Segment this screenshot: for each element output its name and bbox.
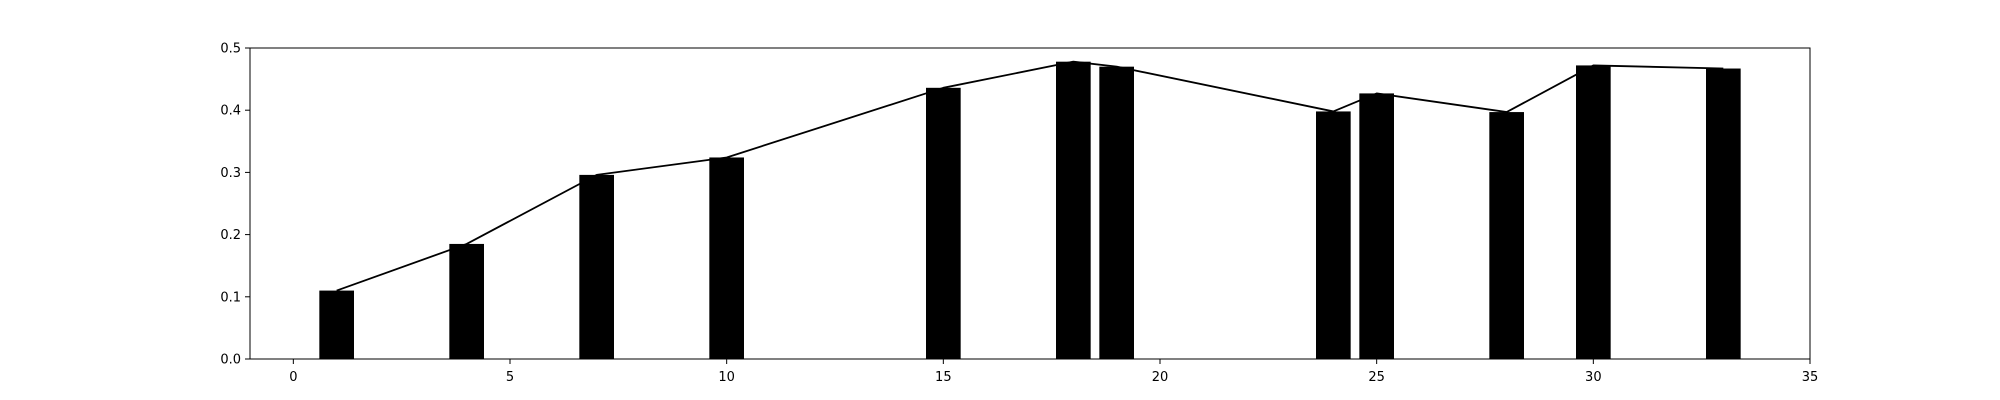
y-tick-label: 0.1 <box>220 290 241 305</box>
bar-1 <box>319 290 354 359</box>
x-tick-label: 10 <box>718 370 735 385</box>
bar-8 <box>1316 111 1351 359</box>
x-tick-label: 0 <box>289 370 297 385</box>
bar-7 <box>1099 66 1134 359</box>
bar-2 <box>449 243 484 359</box>
series-line <box>336 60 1724 292</box>
bars-layer <box>319 61 1741 360</box>
bar-4 <box>709 157 744 359</box>
x-tick-label: 20 <box>1152 370 1169 385</box>
y-tick-label: 0.4 <box>220 104 241 119</box>
x-tick-label: 5 <box>506 370 514 385</box>
x-tick-label: 35 <box>1802 370 1819 385</box>
bar-3 <box>579 174 614 359</box>
y-tick-label: 0.2 <box>220 228 241 243</box>
y-tick-label: 0.3 <box>220 166 241 181</box>
bar-9 <box>1359 93 1394 359</box>
bar-11 <box>1576 65 1611 360</box>
bar-10 <box>1489 112 1524 359</box>
y-tick-label: 0.5 <box>220 42 241 57</box>
bar-6 <box>1056 61 1091 360</box>
bar-12 <box>1706 68 1741 359</box>
y-tick-label: 0.0 <box>220 353 241 368</box>
bar-5 <box>926 87 961 359</box>
x-tick-label: 25 <box>1368 370 1385 385</box>
x-tick-label: 15 <box>935 370 952 385</box>
line-layer <box>336 60 1724 292</box>
plot-frame <box>249 47 1811 360</box>
x-tick-label: 30 <box>1585 370 1602 385</box>
axes-layer: 0 5 10 15 20 25 30 35 0.0 0.1 0.2 0.3 0.4 0.5 <box>220 42 1818 386</box>
